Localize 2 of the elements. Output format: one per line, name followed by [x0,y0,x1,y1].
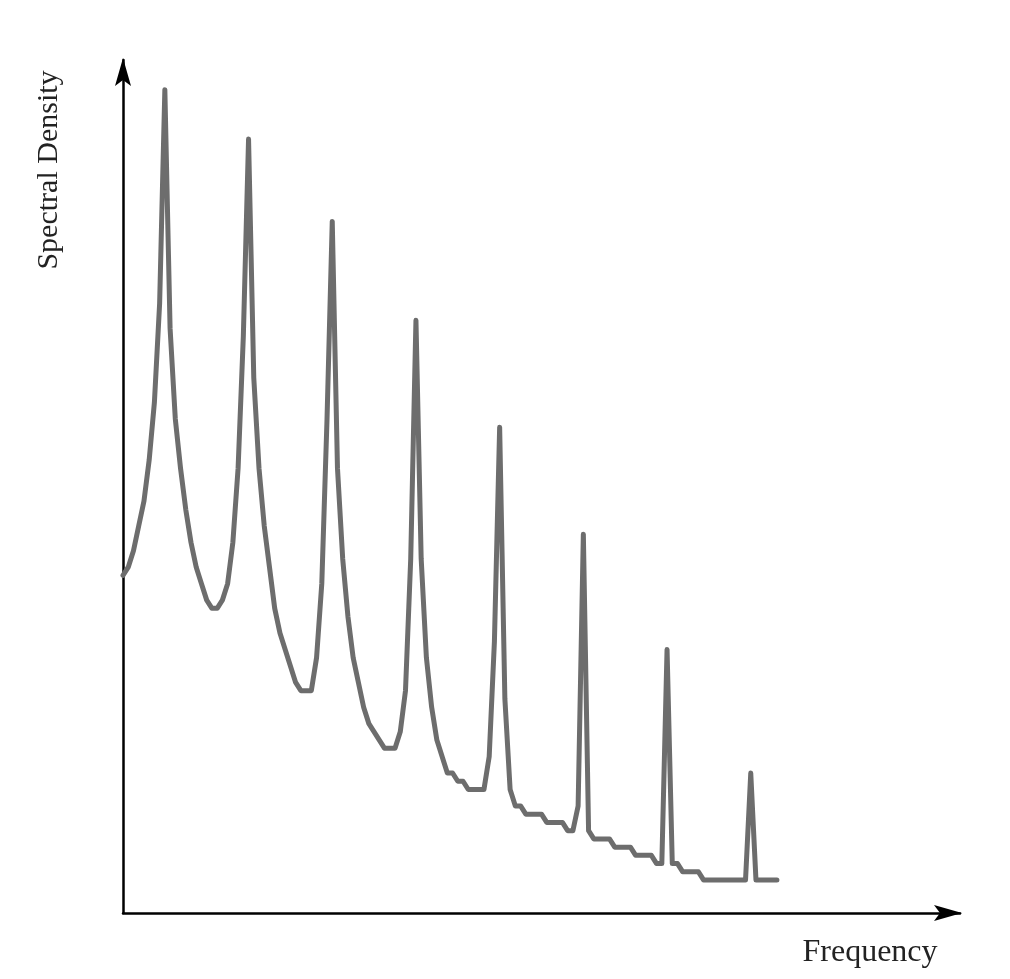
y-axis-title: Spectral Density [29,70,63,270]
x-axis-title: Frequency [802,932,938,968]
